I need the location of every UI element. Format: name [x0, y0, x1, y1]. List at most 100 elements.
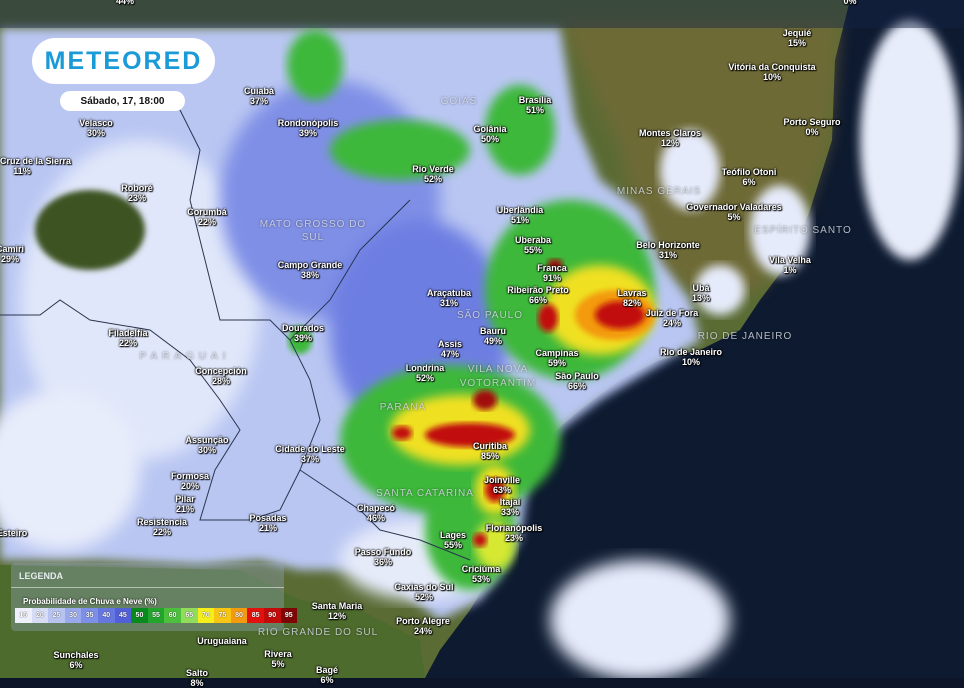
city-label[interactable]: Corumbá 22%	[187, 207, 227, 227]
city-label[interactable]: Salto 8%	[186, 668, 208, 688]
city-label[interactable]: Curitiba 85%	[473, 441, 507, 461]
state-label: MINAS GERAIS	[616, 186, 702, 197]
state-label: RIO DE JANEIRO	[697, 331, 793, 342]
city-label[interactable]: Florianópolis 23%	[486, 523, 543, 543]
city-label[interactable]: Cidade do Leste 37%	[275, 444, 345, 464]
rain-probability: 51%	[510, 215, 530, 225]
rain-probability: 22%	[118, 338, 138, 348]
state-label: ESPÍRITO SANTO	[754, 225, 852, 236]
city-label[interactable]: Cuiabá 37%	[244, 86, 274, 106]
scale-cell: 25	[48, 608, 65, 623]
city-name: Rio Verde	[412, 164, 454, 174]
rain-probability: 39%	[293, 333, 313, 343]
country-label: PARAGUAI	[139, 351, 231, 362]
city-name: Campo Grande	[277, 260, 343, 270]
rain-probability: 11%	[13, 166, 31, 176]
city-label[interactable]: Ribeirão Preto 66%	[507, 285, 569, 305]
city-label[interactable]: Camiri29%	[0, 244, 24, 264]
city-label[interactable]: Rivera 5%	[264, 649, 292, 669]
city-label[interactable]: Ubá 13%	[692, 283, 710, 303]
city-label[interactable]: Jequié 15%	[783, 28, 812, 48]
city-name: Esteiro	[0, 528, 28, 538]
city-label[interactable]: Dourados 39%	[282, 323, 324, 343]
city-label[interactable]: Uruguaiana	[197, 636, 247, 646]
city-label[interactable]: Filadelfia 22%	[108, 328, 147, 348]
borders	[0, 109, 471, 561]
city-label[interactable]: Uberlândia 51%	[497, 205, 544, 225]
city-label[interactable]: Belo Horizonte 31%	[636, 240, 700, 260]
city-label[interactable]: Londrina 52%	[406, 363, 445, 383]
city-label[interactable]: Teófilo Otoni 6%	[722, 167, 777, 187]
city-label[interactable]: Assunção 30%	[185, 435, 228, 455]
city-label[interactable]: Passo Fundo 36%	[355, 547, 412, 567]
rain-probability: 31%	[658, 250, 678, 260]
city-label[interactable]: Uberaba 55%	[515, 235, 551, 255]
city-label[interactable]: 44%	[116, 0, 134, 6]
city-label[interactable]: Concepción 28%	[195, 366, 247, 386]
city-label[interactable]: Sunchales 6%	[53, 650, 98, 670]
city-label[interactable]: Campo Grande 38%	[278, 260, 343, 280]
city-label[interactable]: Bagé 6%	[316, 665, 338, 685]
city-name: Uruguaiana	[197, 636, 247, 646]
city-label[interactable]: Juiz de Fora 24%	[646, 308, 699, 328]
top-band-overlay	[0, 0, 964, 28]
city-label[interactable]: Assis 47%	[438, 339, 462, 359]
city-label[interactable]: 0%	[843, 0, 856, 6]
city-label[interactable]: Vila Velha 1%	[769, 255, 811, 275]
city-label[interactable]: Campinas 59%	[535, 348, 578, 368]
city-name: Resistencia	[136, 517, 188, 527]
city-label[interactable]: Lavras 82%	[617, 288, 646, 308]
scale-cell: 95	[280, 608, 298, 623]
rain-probability: 50%	[480, 134, 500, 144]
city-name: Juiz de Fora	[645, 308, 699, 318]
city-name: Bagé	[315, 665, 339, 675]
city-name: Lavras	[617, 288, 647, 298]
scale-cell: 40	[97, 608, 115, 623]
city-label[interactable]: Porto Alegre 24%	[396, 616, 450, 636]
city-label[interactable]: Araçatuba 31%	[427, 288, 471, 308]
city-name: Uberlândia	[496, 205, 544, 215]
city-label[interactable]: Esteiro	[0, 528, 27, 538]
city-label[interactable]: Formosa 20%	[171, 471, 209, 491]
city-label[interactable]: Montes Claros 12%	[639, 128, 701, 148]
city-label[interactable]: Goiânia 50%	[473, 124, 506, 144]
forecast-datetime[interactable]: Sábado, 17, 18:00	[60, 91, 185, 111]
city-label[interactable]: Governador Valadares 5%	[686, 202, 782, 222]
city-label[interactable]: São Paulo 66%	[555, 371, 599, 391]
city-name: Campinas	[535, 348, 579, 358]
city-label[interactable]: Rondonópolis 39%	[278, 118, 339, 138]
rain-probability: 59%	[547, 358, 567, 368]
city-name: Londrina	[405, 363, 445, 373]
rain-overlay	[0, 20, 960, 678]
city-label[interactable]: Vitória da Conquista 10%	[728, 62, 815, 82]
city-label[interactable]: Rio de Janeiro 10%	[660, 347, 722, 367]
city-label[interactable]: Porto Seguro 0%	[783, 117, 840, 137]
city-label[interactable]: Chapecó 46%	[357, 503, 395, 523]
city-name: Franca	[537, 263, 567, 273]
city-label[interactable]: Bauru 49%	[480, 326, 506, 346]
state-label: RIO GRANDE DO SUL	[257, 627, 379, 638]
city-label[interactable]: Franca 91%	[537, 263, 567, 283]
city-label[interactable]: Pilar 21%	[175, 494, 195, 514]
city-label[interactable]: Caxias do Sul 52%	[394, 582, 453, 602]
rain-probability: 30%	[197, 445, 217, 455]
city-label[interactable]: Posadas 21%	[249, 513, 286, 533]
rain-probability: 13%	[691, 293, 711, 303]
city-label[interactable]: Rio Verde 52%	[412, 164, 454, 184]
city-name: Caxias do Sul	[394, 582, 454, 592]
city-name: Uberaba	[514, 235, 552, 245]
city-label[interactable]: Joinville 63%	[484, 475, 520, 495]
city-label[interactable]: Brasília 51%	[519, 95, 552, 115]
city-label[interactable]: Lages 55%	[440, 530, 466, 550]
city-label[interactable]: Santa Maria 12%	[312, 601, 363, 621]
city-label[interactable]: Roboré 23%	[121, 183, 153, 203]
rain-probability: 22%	[197, 217, 217, 227]
city-label[interactable]: Velasco 30%	[79, 118, 113, 138]
city-label[interactable]: Criciúma 53%	[462, 564, 501, 584]
city-label[interactable]: Resistencia 22%	[137, 517, 187, 537]
city-name: Vitória da Conquista	[728, 62, 816, 72]
rain-probability: 39%	[298, 128, 317, 138]
city-label[interactable]: Itajaí 33%	[500, 497, 521, 517]
